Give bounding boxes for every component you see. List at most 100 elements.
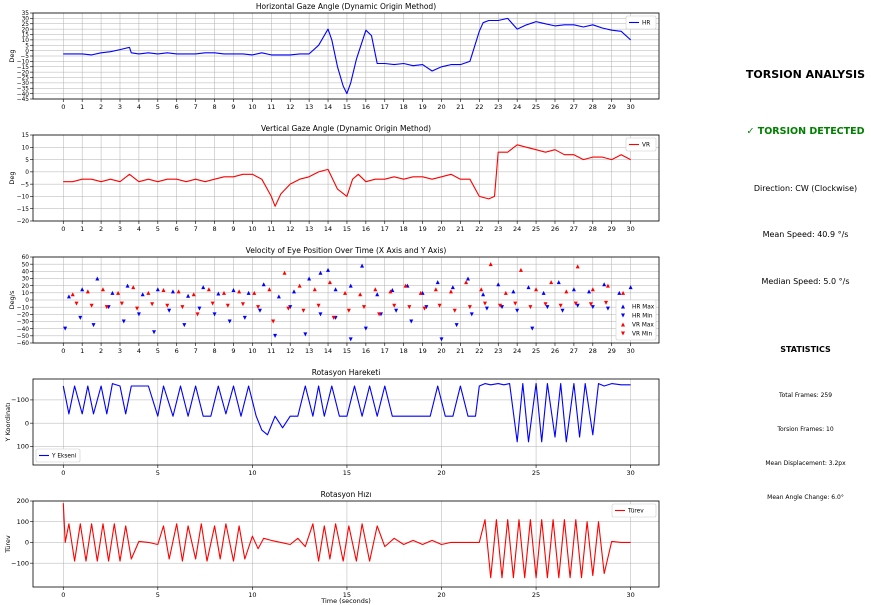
scatter-point-hr-max [526, 285, 531, 290]
scatter-point-vr-min [225, 303, 230, 308]
chart-title: Rotasyon Hızı [321, 490, 372, 499]
x-tick-label: 9 [231, 225, 235, 233]
y-tick-label: −5 [20, 54, 29, 60]
scatter-point-vr-max [312, 287, 317, 292]
scatter-point-hr-min [394, 308, 399, 313]
scatter-point-vr-min [210, 301, 215, 306]
y-tick-label: 35 [22, 11, 30, 17]
x-tick-label: 24 [513, 347, 521, 355]
x-tick-label: 21 [456, 347, 464, 355]
x-tick-label: 3 [118, 103, 122, 111]
y-axis-label: Deg [8, 171, 16, 184]
scatter-point-hr-min [484, 306, 489, 311]
x-tick-label: 27 [570, 225, 578, 233]
scatter-point-hr-min [439, 337, 444, 342]
legend: VR [625, 137, 657, 152]
plot-frame [32, 134, 660, 222]
series-group [63, 144, 631, 207]
x-tick-label: 16 [362, 347, 370, 355]
x-tick-label: 17 [381, 225, 389, 233]
legend-label: HR Max [632, 305, 655, 311]
scatter-point-vr-max [161, 287, 166, 292]
y-tick-label: −40 [17, 92, 30, 98]
y-tick-label: −100 [11, 559, 29, 567]
x-tick-label: 22 [475, 347, 483, 355]
chart-title: Rotasyon Hareketi [312, 368, 381, 377]
x-tick-label: 24 [513, 225, 521, 233]
y-tick-label: −30 [17, 81, 30, 87]
x-tick-label: 29 [608, 103, 616, 111]
scatter-point-vr-max [534, 287, 539, 292]
scatter-point-hr-min [257, 308, 262, 313]
x-tick-label: 0 [61, 591, 65, 599]
scatter-point-vr-max [518, 267, 523, 272]
scatter-point-vr-max [222, 290, 227, 295]
x-tick-label: 26 [551, 103, 559, 111]
scatter-point-vr-max [564, 289, 569, 294]
scatter-point-hr-min [303, 332, 308, 337]
scatter-point-hr-max [333, 287, 338, 292]
scatter-point-hr-min [515, 308, 520, 313]
scatter-point-vr-max [403, 283, 408, 288]
y-axis-label: Deg/s [8, 290, 16, 309]
x-tick-label: 4 [137, 347, 141, 355]
plot-frame [32, 378, 660, 466]
x-tick-label: 2 [99, 225, 103, 233]
x-tick-label: 10 [248, 591, 256, 599]
y-tick-label: −10 [17, 195, 30, 201]
x-tick-label: 7 [194, 103, 198, 111]
x-tick-label: 7 [194, 225, 198, 233]
scatter-point-hr-min [78, 315, 83, 320]
scatter-point-hr-min [152, 330, 157, 335]
scatter-point-vr-max [503, 290, 508, 295]
x-tick-label: 5 [156, 347, 160, 355]
x-tick-label: 10 [248, 347, 256, 355]
mean-angle-change-label: Mean Angle Change: 6.0° [767, 494, 844, 501]
scatter-point-vr-min [543, 302, 548, 307]
x-tick-label: 15 [343, 347, 351, 355]
torsion-analysis-title: TORSION ANALYSIS [745, 68, 866, 81]
direction-label: Direction: CW (Clockwise) [753, 184, 858, 193]
scatter-point-vr-min [558, 303, 563, 308]
x-tick-label: 2 [99, 103, 103, 111]
scatter-point-vr-max [176, 289, 181, 294]
y-tick-label: −40 [17, 327, 30, 333]
x-tick-label: 17 [381, 103, 389, 111]
scatter-point-vr-min [407, 305, 412, 310]
y-tick-label: 0 [25, 49, 29, 55]
x-tick-label: 19 [418, 225, 426, 233]
x-tick-label: 27 [570, 103, 578, 111]
scatter-point-hr-min [288, 305, 293, 310]
legend-box [35, 448, 81, 463]
scatter-point-hr-max [231, 287, 236, 292]
legend-marker [621, 304, 625, 309]
scatter-point-vr-max [433, 287, 438, 292]
x-tick-label: 12 [286, 103, 294, 111]
scatter-point-vr-max [621, 290, 626, 295]
scatter-point-vr-max [116, 290, 121, 295]
series-line-hr [63, 17, 631, 95]
scatter-point-vr-max [373, 287, 378, 292]
y-tick-label: 20 [22, 284, 30, 290]
plot-frame [32, 500, 660, 588]
x-tick-label: 30 [626, 469, 634, 477]
scatter-point-hr-min [212, 312, 217, 317]
y-tick-label: 15 [22, 133, 30, 139]
scatter-point-vr-max [464, 280, 469, 285]
chart-3: 0 1 2 3 4 5 6 7 8 9 10 11 12 13 14 15 16 17 18 19 20 21 22 23 24… [8, 246, 660, 355]
y-tick-label: 60 [22, 255, 30, 261]
legend-box [615, 299, 657, 341]
x-tick-label: 25 [532, 347, 540, 355]
x-tick-label: 30 [626, 225, 634, 233]
scatter-point-vr-max [237, 289, 242, 294]
scatter-point-hr-max [95, 276, 100, 281]
x-tick-label: 6 [175, 103, 179, 111]
y-tick-label: 0 [25, 298, 29, 304]
scatter-point-hr-max [276, 294, 281, 299]
series-group [62, 503, 631, 579]
scatter-point-hr-max [318, 270, 323, 275]
series-group [63, 17, 631, 95]
scatter-point-vr-min [331, 315, 336, 320]
x-tick-label: 20 [437, 103, 445, 111]
x-tick-label: 13 [305, 103, 313, 111]
